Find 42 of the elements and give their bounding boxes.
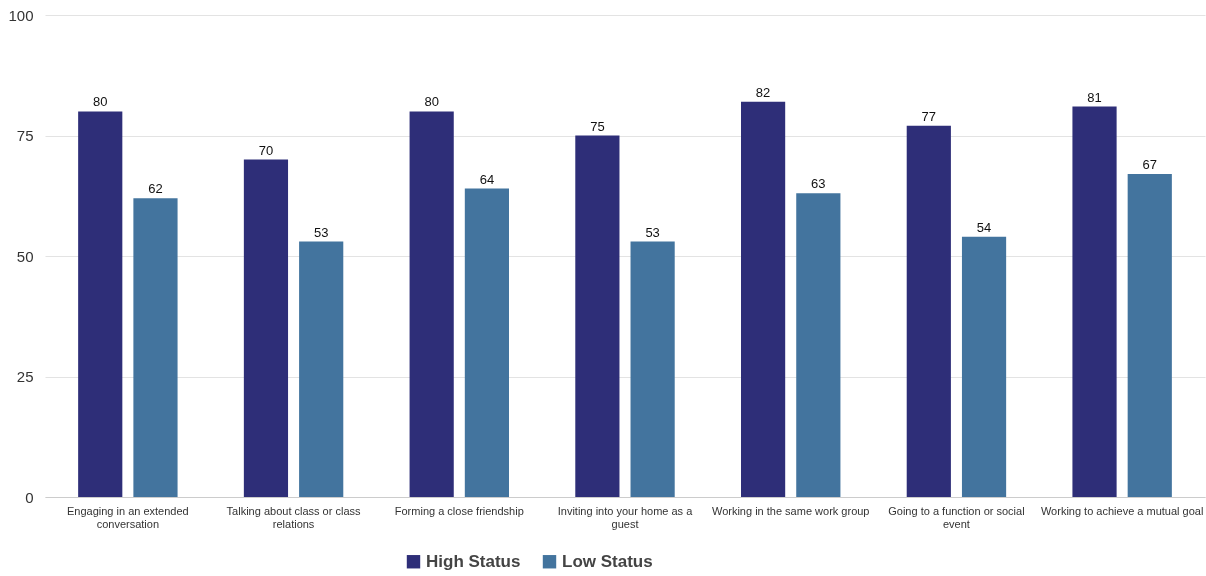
bar [464,188,509,497]
data-label: 54 [976,219,992,235]
data-label: 70 [258,142,274,158]
x-tick-label: Engaging in an extended conversation [67,504,189,530]
data-label: 67 [1142,157,1157,173]
y-tick-label: 50 [16,247,34,265]
bar [796,193,841,497]
x-tick-label: Working in the same work group [711,504,870,517]
bar [243,159,289,497]
data-label: 77 [921,108,937,124]
x-tick-label: Going to a function or social event [888,504,1025,530]
legend-label: Low Status [562,551,653,571]
x-tick-label: Forming a close friendship [394,504,524,517]
bar [78,111,123,497]
y-tick-label: 0 [25,488,34,506]
data-label: 80 [93,94,108,110]
bar [409,111,454,497]
bar [741,101,786,497]
legend-label: High Status [426,551,521,571]
data-label: 80 [424,94,439,110]
bar [575,135,620,497]
data-label: 62 [148,181,163,197]
x-tick-label: Inviting into your home as a guest [557,504,694,530]
x-tick-label: Talking about class or class relations [226,504,362,530]
bar [133,198,178,497]
bar [906,125,951,497]
data-label: 81 [1087,89,1102,105]
bar [961,236,1007,497]
bar [1072,106,1117,497]
y-tick-label: 100 [8,6,34,24]
bar [1127,174,1172,497]
data-label: 64 [479,171,495,187]
x-tick-label: Working to achieve a mutual goal [1040,504,1204,517]
bar [630,241,675,497]
data-label: 63 [811,176,826,192]
data-label: 53 [645,224,660,240]
bar [299,241,344,497]
data-label: 53 [313,224,329,240]
data-label: 75 [590,118,605,134]
y-tick-label: 75 [16,127,34,144]
y-tick-label: 25 [16,368,34,385]
data-label: 82 [755,84,771,100]
